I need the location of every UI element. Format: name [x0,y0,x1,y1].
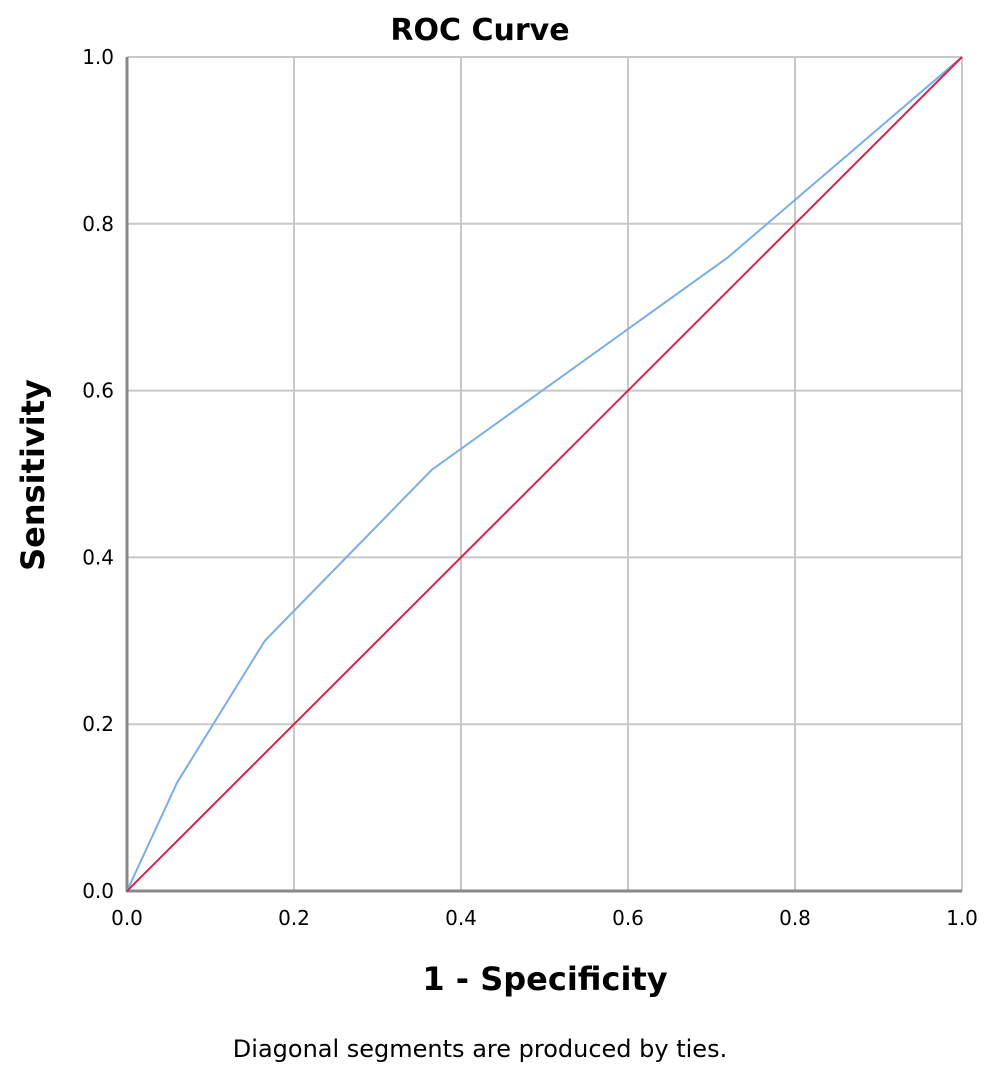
x-tick-label: 1.0 [946,906,978,930]
series-line-1 [126,56,963,892]
x-tick-label: 0.8 [779,906,811,930]
x-tick-label: 0.2 [278,906,310,930]
footnote: Diagonal segments are produced by ties. [233,1035,727,1063]
y-tick-label: 0.6 [82,379,114,403]
grid [127,56,963,891]
x-tick-labels: 0.0 0.2 0.4 0.6 0.8 1.0 [111,906,978,930]
y-tick-label: 0.4 [82,545,114,569]
series-line-0 [126,56,963,892]
y-tick-label: 0.8 [82,212,114,236]
chart-title: ROC Curve [390,13,569,48]
y-axis-label: Sensitivity [14,379,52,571]
series-lines [126,56,963,892]
y-tick-label: 1.0 [82,45,114,69]
y-tick-labels: 0.0 0.2 0.4 0.6 0.8 1.0 [82,45,114,903]
x-tick-label: 0.6 [612,906,644,930]
y-tick-label: 0.0 [82,879,114,903]
x-axis-label: 1 - Specificity [422,960,667,998]
x-tick-label: 0.0 [111,906,143,930]
axes [125,57,962,893]
y-tick-label: 0.2 [82,712,114,736]
x-tick-label: 0.4 [445,906,477,930]
